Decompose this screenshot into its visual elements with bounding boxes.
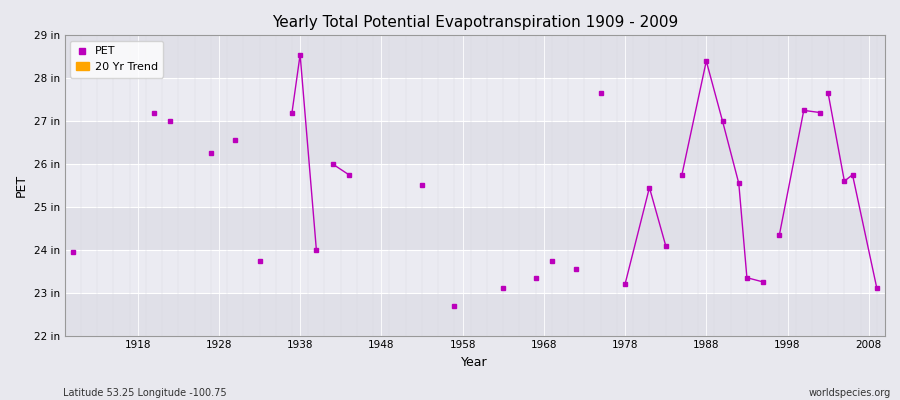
- Legend: PET, 20 Yr Trend: PET, 20 Yr Trend: [70, 41, 163, 78]
- Text: worldspecies.org: worldspecies.org: [809, 388, 891, 398]
- Text: Latitude 53.25 Longitude -100.75: Latitude 53.25 Longitude -100.75: [63, 388, 227, 398]
- Bar: [65, 207, 885, 250]
- Bar: [65, 121, 885, 164]
- X-axis label: Year: Year: [462, 356, 488, 369]
- Y-axis label: PET: PET: [15, 174, 28, 197]
- Title: Yearly Total Potential Evapotranspiration 1909 - 2009: Yearly Total Potential Evapotranspiratio…: [272, 15, 678, 30]
- Bar: [65, 35, 885, 78]
- Bar: [65, 164, 885, 207]
- Bar: [65, 250, 885, 293]
- Bar: [65, 78, 885, 121]
- Bar: [65, 293, 885, 336]
